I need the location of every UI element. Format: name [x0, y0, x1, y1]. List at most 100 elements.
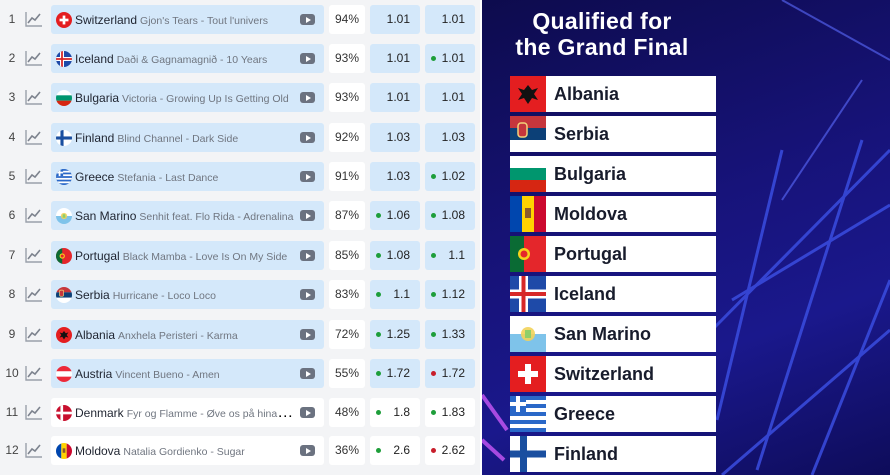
- entry-cell[interactable]: Switzerland Gjon's Tears - Tout l'univers: [51, 5, 324, 34]
- trend-chart-icon[interactable]: [25, 50, 43, 66]
- odds-odd1[interactable]: 1.01: [370, 83, 420, 112]
- entry-cell[interactable]: San Marino Senhit feat. Flo Rida - Adrena…: [51, 201, 324, 230]
- odds-odd1[interactable]: 1.06: [370, 201, 420, 230]
- video-play-icon[interactable]: [300, 407, 315, 418]
- odds-odd1[interactable]: 1.72: [370, 359, 420, 388]
- odds-odd1[interactable]: 2.6: [370, 436, 420, 465]
- trend-chart-icon[interactable]: [25, 11, 43, 27]
- video-play-icon[interactable]: [300, 368, 315, 379]
- rank-number: 7: [8, 248, 16, 262]
- odds-odd2[interactable]: 1.01: [425, 44, 475, 73]
- video-play-icon[interactable]: [300, 329, 315, 340]
- odds-value: 1.02: [441, 169, 465, 183]
- rank-number: 4: [8, 130, 16, 144]
- entry-cell[interactable]: Denmark Fyr og Flamme - Øve os på hinande…: [51, 398, 324, 427]
- odds-odd1[interactable]: 1.8: [370, 398, 420, 427]
- trend-chart-icon[interactable]: [25, 404, 43, 420]
- odds-odd2[interactable]: 1.83: [425, 398, 475, 427]
- video-play-icon[interactable]: [300, 250, 315, 261]
- trend-chart-icon[interactable]: [25, 365, 43, 381]
- entry-text: Switzerland Gjon's Tears - Tout l'univers: [75, 5, 299, 34]
- trend-chart-icon[interactable]: [25, 129, 43, 145]
- video-play-icon[interactable]: [300, 289, 315, 300]
- odds-odd2[interactable]: 1.01: [425, 83, 475, 112]
- odds-value: 1.01: [386, 12, 410, 26]
- odds-change-dot: [376, 410, 381, 415]
- video-play-icon[interactable]: [300, 445, 315, 456]
- entry-cell[interactable]: Moldova Natalia Gordienko - Sugar: [51, 436, 324, 465]
- qualified-country: San Marino: [510, 316, 716, 352]
- odds-change-dot: [431, 332, 436, 337]
- table-row: 5 Greece Stefania - Last Dance 91% 1.03 1.02: [0, 159, 480, 194]
- qualified-country: Portugal: [510, 236, 716, 272]
- qualify-percent: 83%: [329, 280, 365, 309]
- entry-cell[interactable]: Austria Vincent Bueno - Amen: [51, 359, 324, 388]
- portugal-flag-icon: [510, 236, 546, 272]
- artist-song: Daði & Gagnamagnið - 10 Years: [116, 54, 268, 66]
- qualified-country-name: Bulgaria: [554, 164, 627, 184]
- video-play-icon[interactable]: [300, 92, 315, 103]
- country-name: Serbia: [75, 288, 110, 302]
- entry-cell[interactable]: Finland Blind Channel - Dark Side: [51, 123, 324, 152]
- entry-cell[interactable]: Serbia Hurricane - Loco Loco: [51, 280, 324, 309]
- albania-flag-icon: [510, 76, 546, 112]
- trend-chart-icon[interactable]: [25, 286, 43, 302]
- moldova-flag-icon: [510, 196, 546, 232]
- odds-odd2[interactable]: 1.08: [425, 201, 475, 230]
- panel-title-line-1: Qualified for: [532, 8, 672, 34]
- odds-odd2[interactable]: 1.12: [425, 280, 475, 309]
- odds-odd2[interactable]: 1.72: [425, 359, 475, 388]
- odds-odd2[interactable]: 1.1: [425, 241, 475, 270]
- odds-value: 1.12: [441, 287, 465, 301]
- odds-odd1[interactable]: 1.03: [370, 162, 420, 191]
- qualified-country-name: Finland: [554, 444, 618, 464]
- odds-odd2[interactable]: 1.01: [425, 5, 475, 34]
- odds-odd1[interactable]: 1.25: [370, 320, 420, 349]
- video-play-icon[interactable]: [300, 132, 315, 143]
- trend-chart-icon[interactable]: [25, 168, 43, 184]
- odds-odd1[interactable]: 1.08: [370, 241, 420, 270]
- country-name: Denmark: [75, 406, 124, 420]
- video-play-icon[interactable]: [300, 210, 315, 221]
- odds-odd1[interactable]: 1.01: [370, 5, 420, 34]
- qualified-panel: Qualified for the Grand Final Albania Ser…: [482, 0, 890, 475]
- odds-odd1[interactable]: 1.01: [370, 44, 420, 73]
- finland-flag-icon: [510, 436, 546, 472]
- entry-text: Serbia Hurricane - Loco Loco: [75, 280, 299, 309]
- odds-odd2[interactable]: 1.02: [425, 162, 475, 191]
- trend-chart-icon[interactable]: [25, 89, 43, 105]
- table-row: 7 Portugal Black Mamba - Love Is On My Sid…: [0, 238, 480, 273]
- odds-change-dot: [431, 174, 436, 179]
- qualified-country: Bulgaria: [510, 156, 716, 192]
- odds-value: 1.01: [441, 51, 465, 65]
- table-row: 4 Finland Blind Channel - Dark Side 92% 1.03…: [0, 120, 480, 155]
- entry-cell[interactable]: Bulgaria Victoria - Growing Up Is Getting…: [51, 83, 324, 112]
- san-marino-flag-icon: [56, 208, 72, 224]
- artist-song: Stefania - Last Dance: [117, 172, 219, 184]
- odds-change-dot: [431, 448, 436, 453]
- entry-cell[interactable]: Iceland Daði & Gagnamagnið - 10 Years: [51, 44, 324, 73]
- trend-chart-icon[interactable]: [25, 247, 43, 263]
- odds-table: 1 Switzerland Gjon's Tears - Tout l'univer…: [0, 0, 480, 475]
- entry-cell[interactable]: Portugal Black Mamba - Love Is On My Side: [51, 241, 324, 270]
- odds-odd2[interactable]: 2.62: [425, 436, 475, 465]
- odds-odd1[interactable]: 1.1: [370, 280, 420, 309]
- trend-chart-icon[interactable]: [25, 207, 43, 223]
- odds-odd2[interactable]: 1.03: [425, 123, 475, 152]
- video-play-icon[interactable]: [300, 14, 315, 25]
- qualified-country: Switzerland: [510, 356, 716, 392]
- trend-chart-icon[interactable]: [25, 442, 43, 458]
- video-play-icon[interactable]: [300, 53, 315, 64]
- artist-song: Hurricane - Loco Loco: [112, 290, 216, 302]
- odds-change-dot: [431, 213, 436, 218]
- video-play-icon[interactable]: [300, 171, 315, 182]
- entry-text: Portugal Black Mamba - Love Is On My Side: [75, 241, 299, 270]
- odds-change-dot: [431, 292, 436, 297]
- odds-odd2[interactable]: 1.33: [425, 320, 475, 349]
- trend-chart-icon[interactable]: [25, 326, 43, 342]
- odds-odd1[interactable]: 1.03: [370, 123, 420, 152]
- austria-flag-icon: [56, 366, 72, 382]
- rank-number: 9: [8, 327, 16, 341]
- entry-cell[interactable]: Albania Anxhela Peristeri - Karma: [51, 320, 324, 349]
- entry-cell[interactable]: Greece Stefania - Last Dance: [51, 162, 324, 191]
